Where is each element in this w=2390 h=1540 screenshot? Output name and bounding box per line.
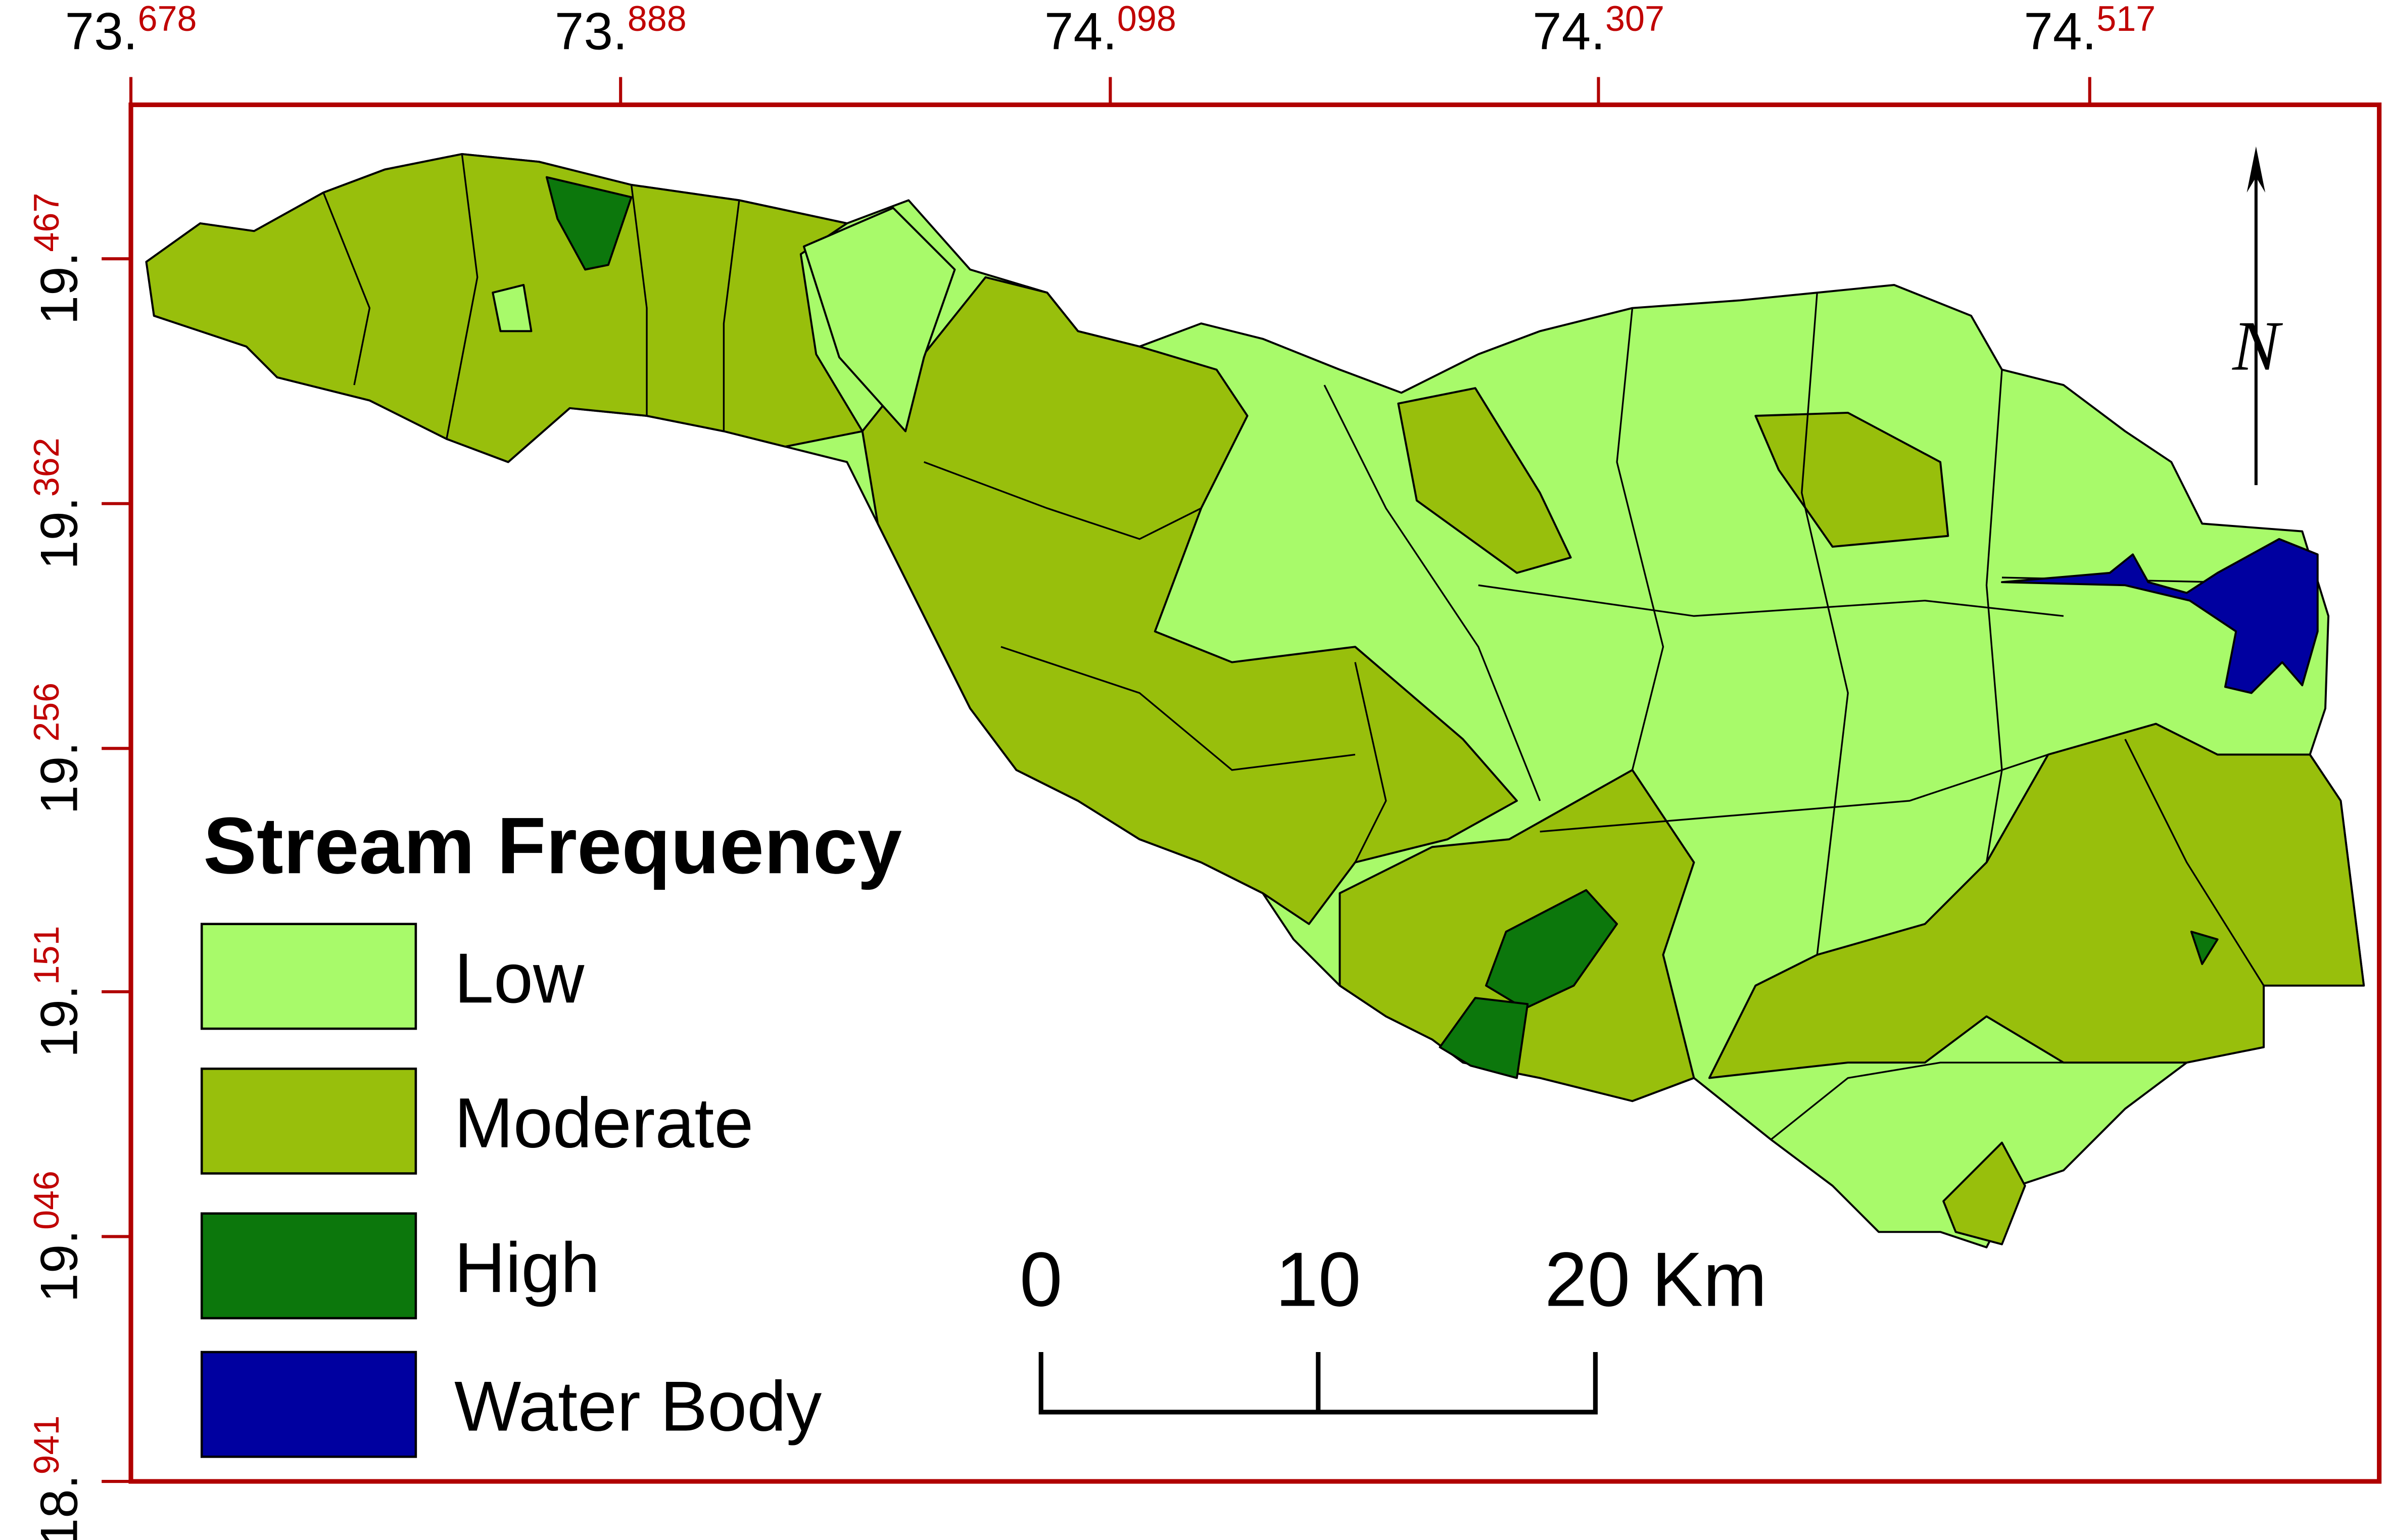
- low-region: [802, 207, 956, 432]
- legend: Stream Frequency Low Moderate High Water Bo…: [200, 801, 902, 1458]
- scale-label: 10: [1275, 1237, 1361, 1323]
- north-arrow-head: [2246, 146, 2266, 193]
- lat-tick-label: 19.256: [27, 683, 88, 814]
- lat-tick-label: 19.467: [27, 193, 88, 325]
- tick-whole: 74.: [1044, 2, 1117, 61]
- scale-label: 0: [1020, 1237, 1063, 1323]
- tick-whole: 19.: [29, 252, 88, 325]
- moderate-region: [1754, 411, 1949, 548]
- lat-tick-label: 19.362: [27, 438, 88, 569]
- water-body: [2001, 538, 2319, 694]
- tick-fraction: 307: [1605, 0, 1664, 38]
- moderate-region: [1942, 1141, 2026, 1245]
- tick-fraction: 046: [27, 1171, 66, 1230]
- legend-swatch: [200, 1067, 417, 1175]
- tick-whole: 19.: [29, 1230, 88, 1303]
- moderate-region: [1708, 723, 2365, 1079]
- tick-fraction: 362: [27, 438, 66, 497]
- subbasin-boundary: [1985, 369, 2003, 863]
- legend-label: Low: [454, 938, 585, 1018]
- subbasin-boundary: [1354, 662, 1387, 863]
- tick-fraction: 467: [27, 193, 66, 252]
- subbasin-boundary: [924, 461, 1202, 540]
- north-label: N: [2231, 307, 2283, 386]
- lat-tick-label: 19.151: [27, 926, 88, 1057]
- moderate-region: [1397, 387, 1572, 574]
- subbasin-boundary: [1540, 753, 2048, 833]
- subbasin-boundary: [1323, 384, 1541, 801]
- subbasin-boundary: [1770, 1062, 2064, 1140]
- legend-swatch: [200, 923, 417, 1030]
- high-region: [545, 176, 633, 271]
- subbasin-boundary: [322, 192, 371, 386]
- tick-fraction: 098: [1117, 0, 1176, 38]
- moderate-region: [861, 276, 1518, 925]
- map-frame: [128, 102, 2382, 1484]
- legend-title: Stream Frequency: [203, 801, 902, 890]
- subbasin-boundary: [1616, 308, 1664, 771]
- lat-tick-label: 19.046: [27, 1171, 88, 1303]
- tick-whole: 19.: [29, 497, 88, 569]
- lon-tick-label: 73.888: [555, 0, 687, 61]
- legend-label: Water Body: [454, 1366, 822, 1446]
- tick-whole: 18.: [29, 1474, 88, 1540]
- high-region: [1439, 997, 1529, 1079]
- lat-tick-label: 18.941: [27, 1416, 88, 1540]
- tick-fraction: 517: [2096, 0, 2156, 38]
- subbasin-boundary: [2124, 739, 2265, 986]
- subbasin-boundary: [1801, 293, 1849, 955]
- tick-whole: 19.: [29, 985, 88, 1057]
- tick-whole: 74.: [2024, 2, 2096, 61]
- subbasin-boundary: [630, 184, 648, 416]
- scale-bar: 0 10 20 Km: [1020, 1237, 1767, 1415]
- low-region: [492, 283, 533, 332]
- legend-label: High: [454, 1228, 600, 1307]
- subbasin-boundary: [1478, 584, 2064, 617]
- high-region: [2190, 931, 2219, 965]
- lon-tick-label: 74.517: [2024, 0, 2156, 61]
- tick-fraction: 941: [27, 1416, 66, 1475]
- legend-swatch: [200, 1212, 417, 1320]
- tick-whole: 74.: [1533, 2, 1605, 61]
- lon-tick-label: 73.678: [65, 0, 197, 61]
- subbasin-boundary: [1000, 646, 1356, 771]
- coordinate-ticks: 73.678 73.888 74.098 74.307 74.51719.46719.3…: [27, 0, 2156, 1540]
- tick-fraction: 678: [138, 0, 197, 38]
- north-arrow: N: [2231, 146, 2283, 486]
- tick-fraction: 256: [27, 683, 66, 742]
- tick-whole: 19.: [29, 742, 88, 814]
- legend-label: Moderate: [454, 1083, 753, 1163]
- scale-label: 20 Km: [1545, 1237, 1767, 1323]
- tick-whole: 73.: [555, 2, 628, 61]
- subbasin-boundary: [723, 200, 740, 431]
- tick-fraction: 151: [27, 926, 66, 985]
- lon-tick-label: 74.098: [1044, 0, 1176, 61]
- tick-whole: 73.: [65, 2, 138, 61]
- subbasin-boundary: [446, 154, 479, 440]
- watershed: [145, 153, 2365, 1248]
- tick-fraction: 888: [628, 0, 687, 38]
- lon-tick-label: 74.307: [1533, 0, 1664, 61]
- legend-swatch: [200, 1351, 417, 1458]
